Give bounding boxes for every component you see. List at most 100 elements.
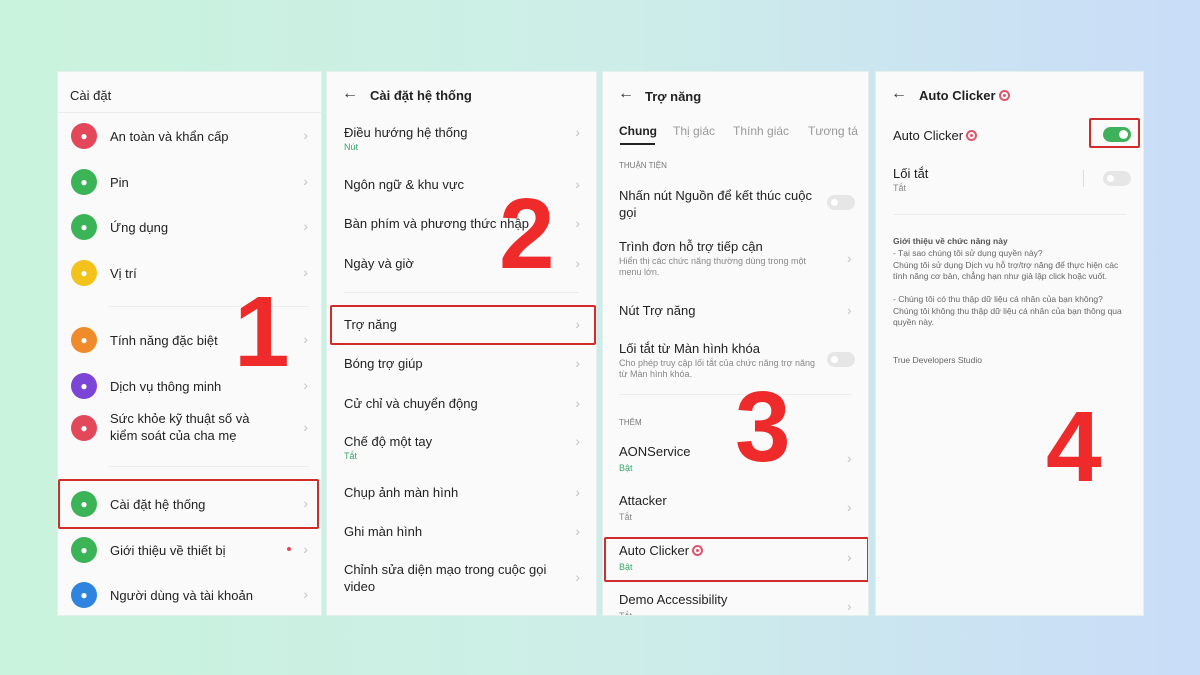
settings-item[interactable]: Bóng trợ giúp › [327,355,596,391]
page-title: Trợ năng [645,89,702,104]
settings-item[interactable]: ● Người dùng và tài khoản › [58,575,321,615]
chevron-right-icon: › [303,331,308,347]
settings-item[interactable]: Chụp ảnh màn hình › [327,484,596,520]
tab-thinh-giac[interactable]: Thính giác [733,124,790,138]
item-status: Tắt [619,611,633,616]
tab-thi-giac[interactable]: Thị giác [673,124,716,138]
service-item[interactable]: Demo Accessibility Tắt › [603,591,868,616]
section-header: THUẬN TIỆN [619,161,667,170]
settings-item[interactable]: Chế độ một tay Tắt › [327,433,596,469]
item-label: Lối tắt từ Màn hình khóa [619,341,760,356]
chevron-right-icon: › [575,433,580,449]
tab-tuong-tac[interactable]: Tương tá [808,124,858,138]
settings-item[interactable]: Điều hướng hệ thống Nút › [327,124,596,160]
item-label: Người dùng và tài khoản [110,588,253,603]
item-label: Bàn phím và phương thức nhập [344,216,529,231]
item-label: Tính năng đặc biệt [110,333,218,348]
auto-clicker-toggle[interactable] [1103,127,1131,142]
shortcut-toggle[interactable] [1103,171,1131,186]
settings-item[interactable]: ● An toàn và khẩn cấp › [58,116,321,156]
system-settings-panel: ← Cài đặt hệ thống Điều hướng hệ thống N… [326,71,597,616]
settings-item[interactable]: Ngôn ngữ & khu vực › [327,176,596,212]
apps-icon: ● [71,214,97,240]
back-arrow-icon[interactable]: ← [618,85,634,102]
item-label: Chỉnh sửa diện mạo trong cuộc gọi video [344,562,547,594]
accessibility-item[interactable]: Trình đơn hỗ trợ tiếp cận Hiển thị các c… [603,238,868,278]
page-title: Cài đặt [70,88,112,103]
chevron-right-icon: › [575,215,580,231]
item-description: Hiển thị các chức năng thường dùng trong… [619,256,807,277]
item-label: Bóng trợ giúp [344,356,423,371]
accessibility-item[interactable]: Nút Trợ năng › [603,302,868,342]
back-arrow-icon[interactable]: ← [342,85,358,102]
settings-item[interactable]: Trợ năng › [327,316,596,352]
chevron-right-icon: › [575,569,580,585]
settings-item[interactable]: ● Vị trí › [58,253,321,293]
chevron-right-icon: › [303,377,308,393]
item-label: Chế độ một tay [344,434,433,449]
shortcut-label: Lối tắt [893,166,929,181]
settings-item[interactable]: Ghi màn hình › [327,523,596,559]
item-label: Chụp ảnh màn hình [344,485,459,500]
settings-item[interactable]: ● Sức khỏe kỹ thuật số và kiểm soát của … [58,408,321,448]
step-number: 1 [234,276,290,388]
item-label: Ứng dụng [110,220,169,235]
service-item[interactable]: Attacker Tắt › [603,492,868,532]
accessibility-item[interactable]: Nhấn nút Nguồn để kết thúc cuộc gọi [603,187,868,227]
accessibility-item[interactable]: Lối tắt từ Màn hình khóa Cho phép truy c… [603,340,868,380]
toggle-switch[interactable] [827,352,855,367]
item-label: An toàn và khẩn cấp [110,129,229,144]
item-label: Cài đặt hệ thống [110,497,206,512]
device-icon: ● [71,537,97,563]
item-label: Ngày và giờ [344,256,414,271]
item-label: Nút Trợ năng [619,303,696,318]
chevron-right-icon: › [575,176,580,192]
target-icon [998,90,1010,101]
developer-name: True Developers Studio [893,355,982,365]
toggle-switch[interactable] [827,195,855,210]
star-icon: ● [71,327,97,353]
emergency-icon: ● [71,123,97,149]
item-description: Cho phép truy cập lối tắt của chức năng … [619,358,816,379]
settings-item[interactable]: ● Pin › [58,162,321,202]
service-item[interactable]: Auto Clicker Bật › [603,542,868,582]
about-title: Giới thiệu về chức năng này [893,236,1008,246]
accessibility-panel: ← Trợ năng Chung Thị giác Thính giác Tươ… [602,71,869,616]
item-label-text: Attacker [619,493,667,508]
section-header: THÊM [619,418,642,427]
service-item[interactable]: AONService Bật › [603,443,868,483]
settings-item[interactable]: ● Dịch vụ thông minh › [58,366,321,406]
chevron-right-icon: › [303,218,308,234]
chevron-right-icon: › [847,549,852,565]
settings-item[interactable]: Ngày và giờ › [327,255,596,291]
settings-item[interactable]: Cử chỉ và chuyển động › [327,395,596,431]
item-label-text: AONService [619,444,691,459]
back-arrow-icon[interactable]: ← [891,85,907,102]
system-settings-icon: ● [71,491,97,517]
item-label: Demo Accessibility [619,591,727,608]
settings-item[interactable]: Bàn phím và phương thức nhập › [327,215,596,251]
settings-item[interactable]: ● Giới thiệu về thiết bị › [58,530,321,570]
wellbeing-icon: ● [71,415,97,441]
chevron-right-icon: › [575,355,580,371]
item-label: Trợ năng [344,317,397,332]
auto-clicker-panel: ← Auto Clicker Auto Clicker Lối tắt Tắt … [875,71,1144,616]
item-status: Bật [619,463,633,473]
item-status: Tắt [344,451,358,461]
highlight-box [58,479,319,529]
settings-item[interactable]: Chỉnh sửa diện mạo trong cuộc gọi video … [327,561,596,597]
chevron-right-icon: › [303,127,308,143]
chevron-right-icon: › [303,586,308,602]
highlight-box [1089,118,1140,148]
item-label: Auto Clicker [619,542,704,559]
settings-item[interactable]: ● Ứng dụng › [58,207,321,247]
tab-chung[interactable]: Chung [619,124,657,138]
chevron-right-icon: › [303,419,308,435]
target-icon [692,545,704,556]
settings-item[interactable]: ● Cài đặt hệ thống › [58,484,321,524]
highlight-box [330,305,596,345]
settings-item[interactable]: ● Tính năng đặc biệt › [58,320,321,360]
chevron-right-icon: › [303,541,308,557]
item-label: Cử chỉ và chuyển động [344,396,478,411]
chevron-right-icon: › [575,484,580,500]
